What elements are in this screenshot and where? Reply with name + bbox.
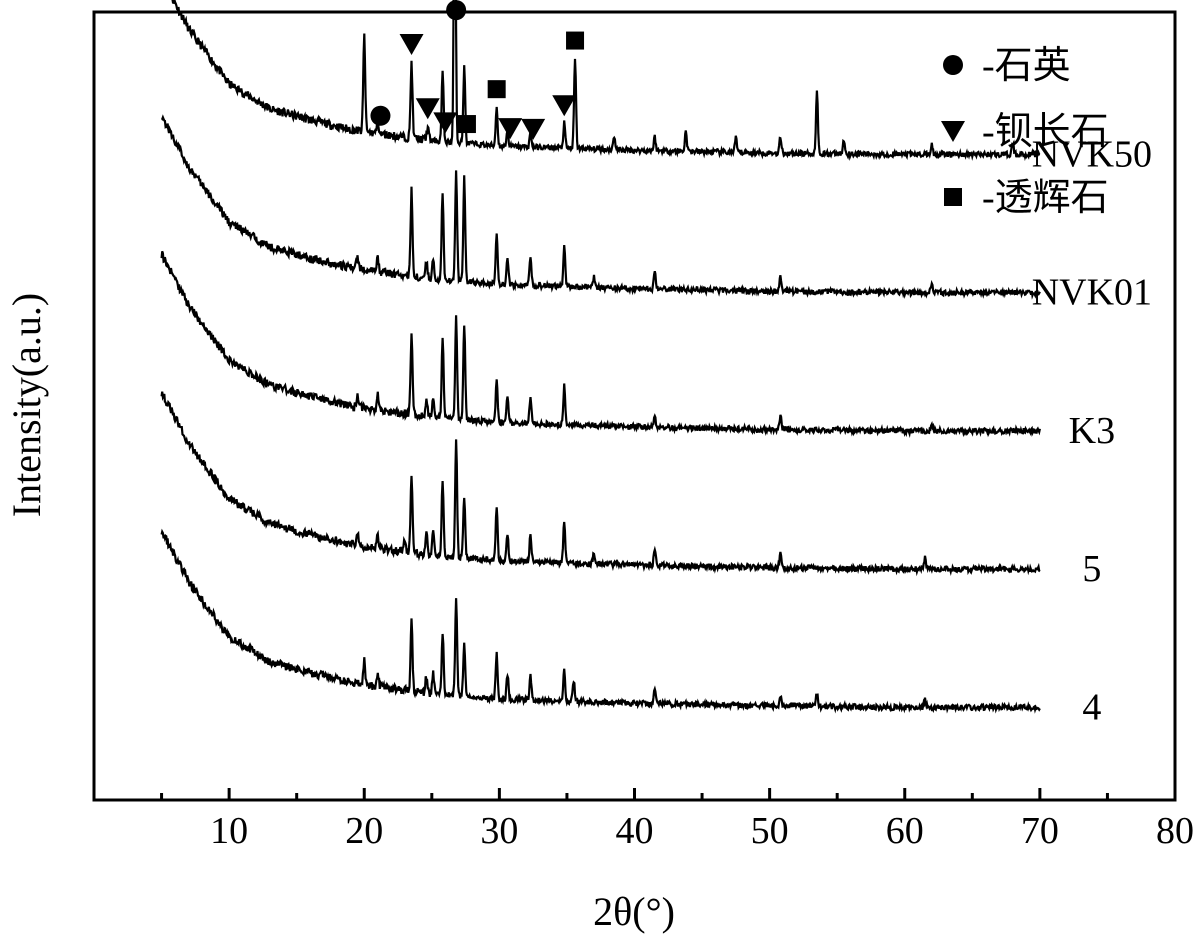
x-axis-tick-labels: 10 20 30 40 50 60 70 80 (210, 810, 1194, 852)
legend: -石英 -钡长石 -透辉石 (941, 45, 1109, 219)
phase-marker-triangle-down (521, 118, 546, 140)
x-tick-label: 40 (616, 810, 654, 852)
series-label: 4 (1082, 686, 1101, 728)
phase-marker-square (457, 115, 476, 134)
phase-marker-triangle-down (399, 33, 424, 55)
x-tick-label: 80 (1156, 810, 1194, 852)
series-label: K3 (1069, 410, 1115, 452)
legend-marker-circle (943, 55, 963, 75)
series-line-4 (160, 528, 1041, 714)
series-line-nvk50 (171, 0, 1041, 162)
phase-markers (370, 0, 585, 140)
x-tick-label: 10 (210, 810, 248, 852)
series-line-k3 (160, 250, 1041, 438)
phase-marker-circle (446, 0, 467, 21)
x-axis-ticks (160, 788, 1109, 800)
x-tick-label: 20 (345, 810, 383, 852)
x-tick-label: 70 (1021, 810, 1059, 852)
phase-marker-triangle-down (433, 112, 458, 134)
series-line-nvk01 (160, 114, 1041, 300)
phase-marker-triangle-down (552, 95, 577, 117)
phase-marker-square (487, 80, 506, 99)
phase-marker-square (566, 31, 585, 50)
legend-marker-triangle-down (941, 121, 965, 142)
x-axis-title: 2θ(°) (593, 889, 675, 934)
phase-marker-triangle-down (415, 98, 440, 120)
legend-label: -石英 (982, 45, 1071, 87)
phase-marker-circle (370, 105, 391, 126)
series-lines (160, 0, 1041, 714)
series-labels: NVK50 NVK01 K3 5 4 (1032, 133, 1152, 728)
series-label: 5 (1082, 548, 1101, 590)
series-line-5 (160, 391, 1041, 577)
phase-marker-triangle-down (498, 118, 523, 140)
series-label: NVK01 (1032, 272, 1152, 314)
x-tick-label: 50 (751, 810, 789, 852)
series-label: NVK50 (1032, 133, 1152, 175)
legend-marker-square (944, 188, 962, 206)
legend-label: -透辉石 (982, 177, 1109, 219)
legend-label: -钡长石 (982, 111, 1109, 153)
x-tick-label: 30 (480, 810, 518, 852)
x-tick-label: 60 (886, 810, 924, 852)
y-axis-title: Intensity(a.u.) (4, 293, 49, 517)
